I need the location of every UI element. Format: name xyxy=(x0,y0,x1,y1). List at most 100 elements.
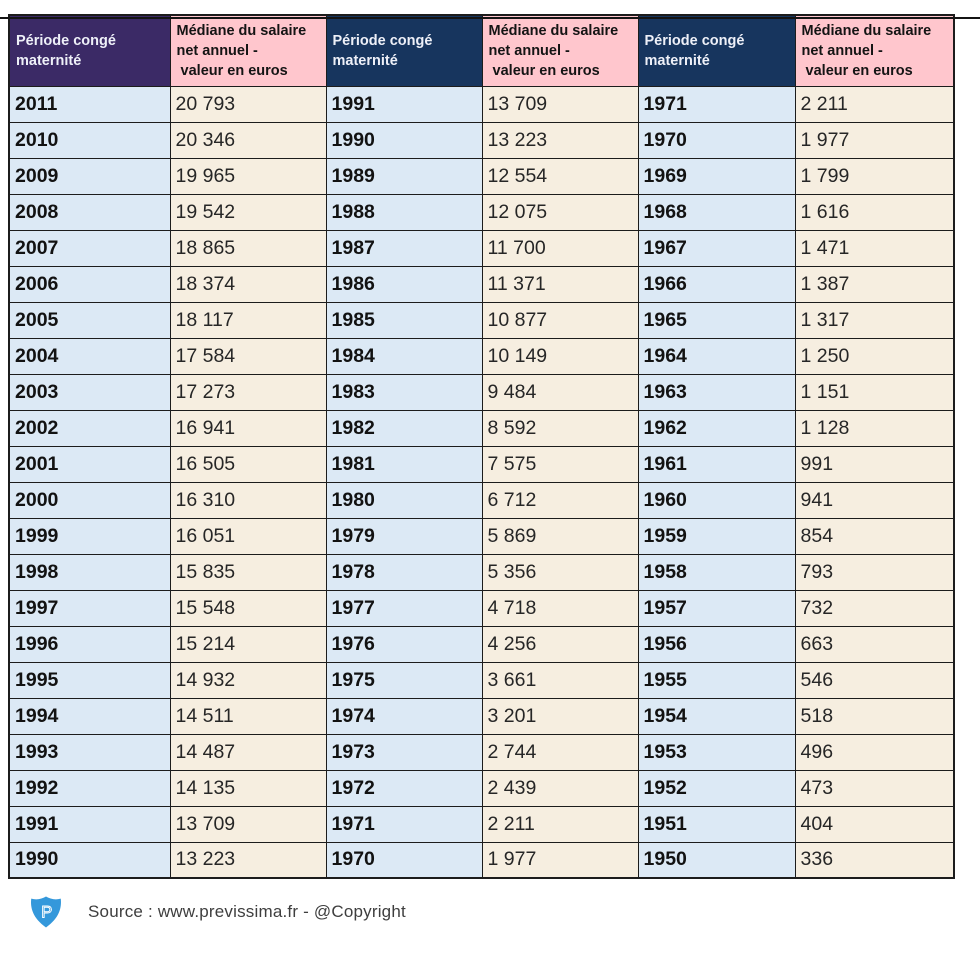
table-row: 2006 18 374 1986 11 371 1966 1 387 xyxy=(8,265,955,303)
period-year-cell: 1964 xyxy=(637,337,796,375)
period-year-cell: 1988 xyxy=(325,193,483,231)
period-year-cell: 1950 xyxy=(637,841,796,879)
median-salary-value-cell: 14 135 xyxy=(169,769,327,807)
median-salary-value-cell: 404 xyxy=(794,805,955,843)
median-salary-value-cell: 5 356 xyxy=(481,553,639,591)
period-year-cell: 1959 xyxy=(637,517,796,555)
median-salary-value-cell: 1 128 xyxy=(794,409,955,447)
median-salary-value-cell: 4 718 xyxy=(481,589,639,627)
period-year-cell: 2002 xyxy=(8,409,171,447)
median-salary-value-cell: 14 487 xyxy=(169,733,327,771)
table-row: 1999 16 051 1979 5 869 1959 854 xyxy=(8,517,955,555)
median-salary-value-cell: 10 149 xyxy=(481,337,639,375)
median-salary-value-cell: 1 616 xyxy=(794,193,955,231)
period-year-cell: 1998 xyxy=(8,553,171,591)
period-year-cell: 1973 xyxy=(325,733,483,771)
median-salary-value-cell: 10 877 xyxy=(481,301,639,339)
median-salary-value-cell: 18 374 xyxy=(169,265,327,303)
median-salary-value-cell: 14 511 xyxy=(169,697,327,735)
period-year-cell: 1961 xyxy=(637,445,796,483)
logo-letter: P xyxy=(41,902,52,921)
median-salary-value-cell: 15 835 xyxy=(169,553,327,591)
col-header-median-salary-2: Médiane du salaire net annuel - valeur e… xyxy=(481,14,639,87)
table-row: 2008 19 542 1988 12 075 1968 1 616 xyxy=(8,193,955,231)
median-salary-value-cell: 11 700 xyxy=(481,229,639,267)
median-salary-value-cell: 732 xyxy=(794,589,955,627)
median-salary-value-cell: 13 223 xyxy=(481,121,639,159)
period-year-cell: 1972 xyxy=(325,769,483,807)
median-salary-value-cell: 1 151 xyxy=(794,373,955,411)
table-row: 2005 18 117 1985 10 877 1965 1 317 xyxy=(8,301,955,339)
period-year-cell: 1953 xyxy=(637,733,796,771)
median-salary-value-cell: 854 xyxy=(794,517,955,555)
period-year-cell: 1994 xyxy=(8,697,171,735)
table-row: 2001 16 505 1981 7 575 1961 991 xyxy=(8,445,955,483)
period-year-cell: 1985 xyxy=(325,301,483,339)
period-year-cell: 2010 xyxy=(8,121,171,159)
median-salary-value-cell: 473 xyxy=(794,769,955,807)
period-year-cell: 1975 xyxy=(325,661,483,699)
period-year-cell: 1957 xyxy=(637,589,796,627)
table-row: 2010 20 346 1990 13 223 1970 1 977 xyxy=(8,121,955,159)
period-year-cell: 1954 xyxy=(637,697,796,735)
period-year-cell: 1952 xyxy=(637,769,796,807)
median-salary-value-cell: 793 xyxy=(794,553,955,591)
top-divider-line xyxy=(0,17,980,19)
median-salary-value-cell: 1 799 xyxy=(794,157,955,195)
median-salary-value-cell: 16 051 xyxy=(169,517,327,555)
period-year-cell: 2006 xyxy=(8,265,171,303)
table-row: 2011 20 793 1991 13 709 1971 2 211 xyxy=(8,85,955,123)
period-year-cell: 1970 xyxy=(637,121,796,159)
median-salary-value-cell: 13 223 xyxy=(169,841,327,879)
table-row: 1996 15 214 1976 4 256 1956 663 xyxy=(8,625,955,663)
period-year-cell: 1991 xyxy=(325,85,483,123)
median-salary-value-cell: 496 xyxy=(794,733,955,771)
period-year-cell: 1996 xyxy=(8,625,171,663)
table-row: 1998 15 835 1978 5 356 1958 793 xyxy=(8,553,955,591)
period-year-cell: 1956 xyxy=(637,625,796,663)
median-salary-value-cell: 16 310 xyxy=(169,481,327,519)
median-salary-value-cell: 1 317 xyxy=(794,301,955,339)
period-year-cell: 1971 xyxy=(637,85,796,123)
period-year-cell: 1955 xyxy=(637,661,796,699)
period-year-cell: 1990 xyxy=(325,121,483,159)
period-year-cell: 1995 xyxy=(8,661,171,699)
table-row: 2000 16 310 1980 6 712 1960 941 xyxy=(8,481,955,519)
median-salary-value-cell: 518 xyxy=(794,697,955,735)
median-salary-value-cell: 663 xyxy=(794,625,955,663)
period-year-cell: 1967 xyxy=(637,229,796,267)
median-salary-value-cell: 15 548 xyxy=(169,589,327,627)
period-year-cell: 1981 xyxy=(325,445,483,483)
period-year-cell: 1987 xyxy=(325,229,483,267)
period-year-cell: 2007 xyxy=(8,229,171,267)
median-salary-value-cell: 941 xyxy=(794,481,955,519)
period-year-cell: 1986 xyxy=(325,265,483,303)
period-year-cell: 2011 xyxy=(8,85,171,123)
source-text: Source : www.previssima.fr - @Copyright xyxy=(88,902,406,921)
previssima-logo-icon: P xyxy=(31,896,61,928)
period-year-cell: 1983 xyxy=(325,373,483,411)
period-year-cell: 2003 xyxy=(8,373,171,411)
period-year-cell: 1991 xyxy=(8,805,171,843)
median-salary-value-cell: 19 965 xyxy=(169,157,327,195)
table-row: 2003 17 273 1983 9 484 1963 1 151 xyxy=(8,373,955,411)
median-salary-value-cell: 2 211 xyxy=(481,805,639,843)
table-row: 2002 16 941 1982 8 592 1962 1 128 xyxy=(8,409,955,447)
table-row: 1992 14 135 1972 2 439 1952 473 xyxy=(8,769,955,807)
median-salary-value-cell: 2 744 xyxy=(481,733,639,771)
period-year-cell: 1977 xyxy=(325,589,483,627)
period-year-cell: 1999 xyxy=(8,517,171,555)
table-row: 1991 13 709 1971 2 211 1951 404 xyxy=(8,805,955,843)
period-year-cell: 1989 xyxy=(325,157,483,195)
period-year-cell: 1992 xyxy=(8,769,171,807)
period-year-cell: 1971 xyxy=(325,805,483,843)
period-year-cell: 1984 xyxy=(325,337,483,375)
median-salary-value-cell: 2 439 xyxy=(481,769,639,807)
period-year-cell: 2009 xyxy=(8,157,171,195)
median-salary-value-cell: 18 117 xyxy=(169,301,327,339)
median-salary-value-cell: 20 346 xyxy=(169,121,327,159)
median-salary-value-cell: 6 712 xyxy=(481,481,639,519)
median-salary-value-cell: 546 xyxy=(794,661,955,699)
median-salary-value-cell: 15 214 xyxy=(169,625,327,663)
median-salary-value-cell: 1 387 xyxy=(794,265,955,303)
